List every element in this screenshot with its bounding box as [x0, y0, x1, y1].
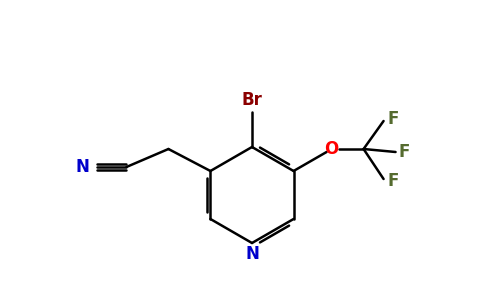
Text: F: F: [398, 143, 410, 161]
Text: F: F: [388, 172, 399, 190]
Text: Br: Br: [242, 91, 262, 109]
Text: N: N: [76, 158, 90, 176]
Text: N: N: [245, 245, 259, 263]
Text: O: O: [324, 140, 339, 158]
Text: F: F: [388, 110, 399, 128]
